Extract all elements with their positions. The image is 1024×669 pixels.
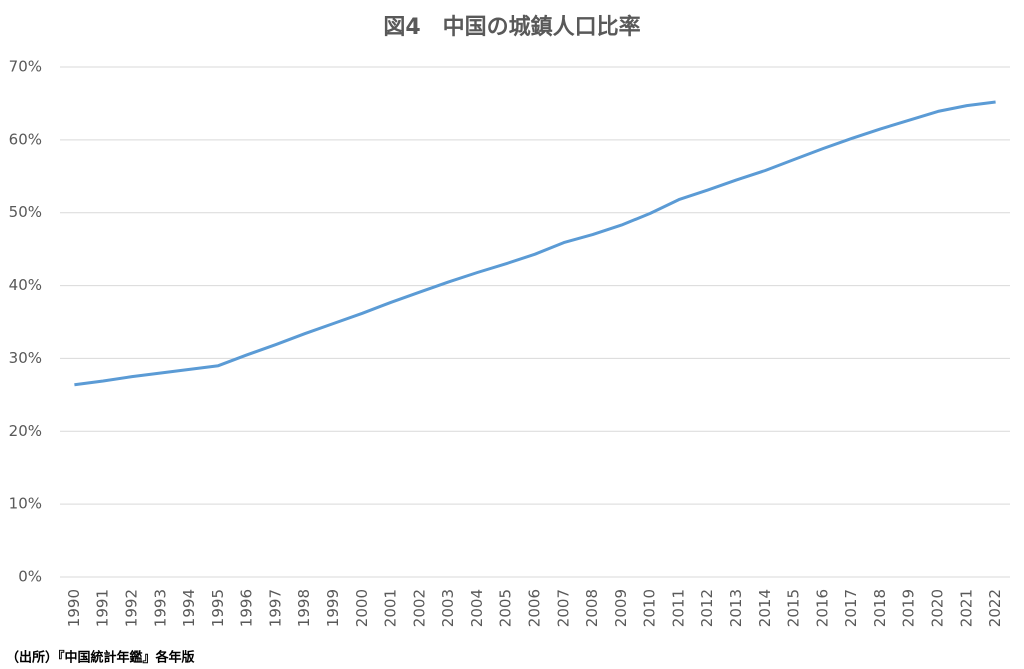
x-tick-label: 1995: [209, 589, 227, 627]
x-tick-label: 2016: [813, 589, 831, 627]
y-tick-label: 40%: [9, 276, 42, 294]
y-tick-label: 20%: [9, 422, 42, 440]
x-tick-label: 1993: [151, 589, 169, 627]
x-tick-label: 1994: [180, 589, 198, 627]
y-tick-label: 0%: [18, 568, 42, 586]
x-tick-label: 2007: [554, 589, 572, 627]
x-tick-label: 2013: [727, 589, 745, 627]
x-tick-label: 2014: [756, 589, 774, 627]
y-tick-label: 50%: [9, 203, 42, 221]
x-tick-label: 2017: [842, 589, 860, 627]
y-tick-label: 30%: [9, 349, 42, 367]
x-tick-label: 2000: [353, 589, 371, 627]
x-tick-label: 2005: [497, 589, 515, 627]
x-tick-label: 1999: [324, 589, 342, 627]
x-tick-label: 2009: [612, 589, 630, 627]
y-tick-label: 60%: [9, 130, 42, 148]
y-tick-label: 10%: [9, 495, 42, 513]
x-tick-label: 2015: [785, 589, 803, 627]
chart-title: 図4 中国の城鎮人口比率: [383, 14, 640, 40]
y-tick-label: 70%: [9, 58, 42, 76]
source-note: （出所）『中国統計年鑑』各年版: [6, 650, 195, 666]
x-tick-label: 2001: [382, 589, 400, 627]
x-tick-label: 2010: [641, 589, 659, 627]
x-tick-label: 2004: [468, 589, 486, 627]
x-tick-label: 1996: [238, 589, 256, 627]
x-tick-label: 2006: [526, 589, 544, 627]
data-line: [74, 100, 996, 387]
x-tick-label: 2002: [410, 589, 428, 627]
x-tick-label: 2012: [698, 589, 716, 627]
x-tick-label: 1997: [266, 589, 284, 627]
x-tick-label: 2018: [871, 589, 889, 627]
x-tick-label: 1992: [122, 589, 140, 627]
x-tick-label: 2021: [957, 589, 975, 627]
x-tick-label: 1998: [295, 589, 313, 627]
x-tick-label: 2008: [583, 589, 601, 627]
x-tick-label: 2020: [929, 589, 947, 627]
x-tick-label: 1990: [65, 589, 83, 627]
x-tick-label: 2019: [900, 589, 918, 627]
x-tick-label: 2003: [439, 589, 457, 627]
x-tick-label: 2011: [669, 589, 687, 627]
x-tick-label: 1991: [94, 589, 112, 627]
x-tick-label: 2022: [986, 589, 1004, 627]
